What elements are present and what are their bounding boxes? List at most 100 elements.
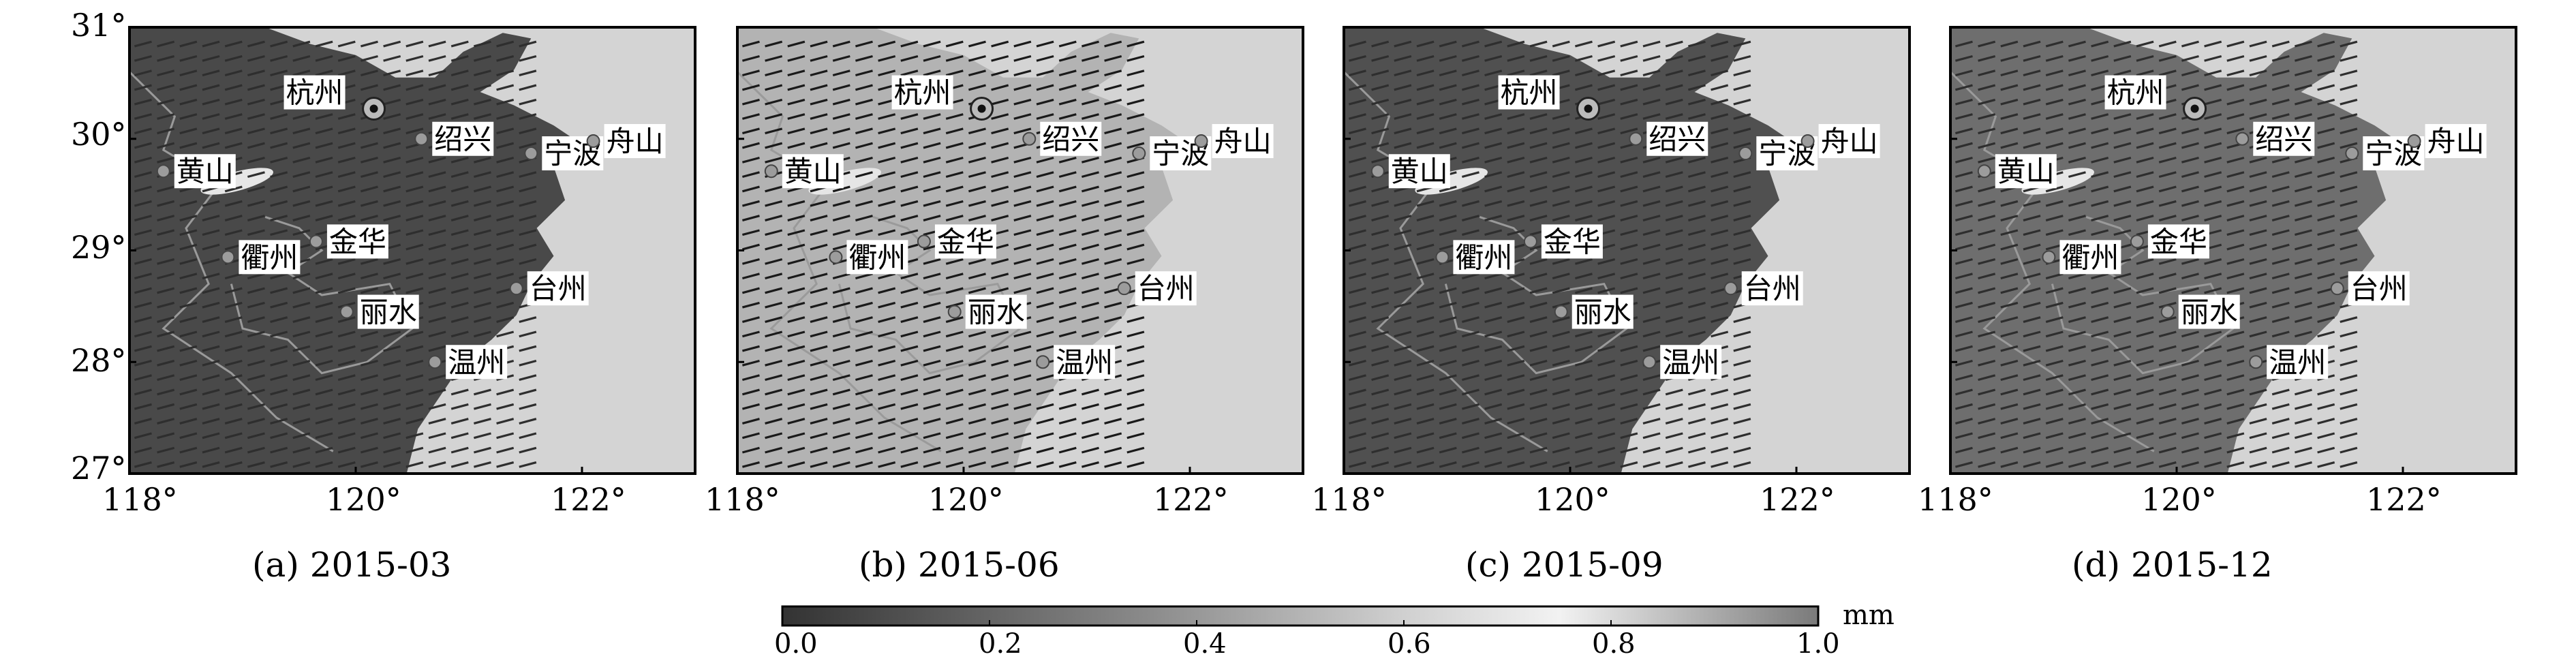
vector-arrow: [1439, 113, 1457, 120]
vector-arrow: [157, 185, 175, 193]
vector-arrow: [2181, 273, 2199, 280]
vector-arrow: [360, 215, 378, 221]
vector-arrow: [1013, 215, 1032, 221]
vector-arrow: [2113, 229, 2132, 236]
vector-arrow: [405, 70, 424, 77]
vector-arrow: [1665, 215, 1683, 221]
vector-arrow: [900, 287, 919, 294]
vector-arrow: [2023, 215, 2041, 221]
vector-arrow: [900, 55, 919, 62]
vector-arrow: [134, 156, 152, 164]
vector-arrow: [855, 418, 873, 425]
vector-arrow: [832, 142, 850, 149]
vector-arrow: [1348, 403, 1366, 410]
vector-arrow: [810, 446, 828, 454]
vector-arrow: [1711, 243, 1729, 251]
vector-arrow: [1978, 185, 1996, 193]
vector-arrow: [2136, 403, 2154, 410]
vector-arrow: [247, 84, 265, 91]
vector-arrow: [496, 142, 515, 149]
vector-arrow: [2113, 388, 2132, 396]
vector-arrow: [1104, 330, 1122, 338]
vector-arrow: [315, 388, 333, 396]
vector-arrow: [1461, 55, 1479, 62]
vector-arrow: [1954, 273, 1973, 280]
vector-arrow: [1687, 98, 1706, 106]
vector-arrow: [832, 461, 850, 468]
city-label-bg: [432, 121, 494, 156]
vector-arrow: [519, 70, 537, 77]
vector-arrow: [337, 185, 356, 193]
city-marker: [428, 355, 442, 369]
city-marker: [2130, 234, 2144, 249]
vector-arrow: [1013, 330, 1032, 338]
vector-arrow: [1013, 185, 1032, 193]
vector-arrow: [1978, 113, 1996, 120]
vector-arrow: [1484, 171, 1503, 179]
vector-arrow: [1394, 98, 1412, 106]
vector-arrow: [855, 388, 873, 396]
vector-arrow: [1104, 243, 1122, 251]
vector-arrow: [741, 432, 760, 440]
vector-arrow: [1371, 345, 1390, 352]
vector-arrow: [765, 156, 783, 164]
vector-arrow: [134, 403, 152, 410]
vector-arrow: [1552, 418, 1570, 425]
vector-arrow: [810, 388, 828, 396]
vector-arrow: [2226, 374, 2245, 382]
vector-arrow: [405, 243, 424, 251]
vector-arrow: [2023, 200, 2041, 207]
vector-arrow: [2249, 316, 2267, 323]
vector-arrow: [1687, 403, 1706, 410]
vector-arrow: [360, 70, 378, 77]
vector-arrow: [1665, 171, 1683, 179]
colorbar-tick-1: 0.2: [979, 628, 1022, 660]
vector-arrow: [2045, 185, 2064, 193]
vector-arrow: [968, 40, 986, 48]
colorbar-tick-3: 0.6: [1387, 628, 1431, 660]
vector-arrow: [360, 200, 378, 207]
vector-arrow: [787, 403, 806, 410]
vector-arrow: [2091, 345, 2109, 352]
vector-arrow: [765, 345, 783, 352]
vector-arrow: [2136, 345, 2154, 352]
vector-arrow: [1461, 200, 1479, 207]
vector-arrow: [134, 215, 152, 221]
vector-arrow: [2204, 432, 2222, 440]
vector-arrow: [519, 403, 537, 410]
vector-arrow: [1620, 171, 1638, 179]
vector-arrow: [1620, 418, 1638, 425]
vector-arrow: [741, 316, 760, 323]
vector-arrow: [202, 432, 220, 440]
vector-arrow: [1348, 461, 1366, 468]
vector-arrow: [1439, 98, 1457, 106]
vector-arrow: [810, 403, 828, 410]
vector-arrow: [945, 359, 964, 367]
vector-arrow: [765, 142, 783, 149]
vector-arrow: [1013, 273, 1032, 280]
city-marker: [1194, 134, 1208, 149]
vector-arrow: [450, 70, 469, 77]
vector-arrow: [2294, 258, 2312, 265]
vector-arrow: [741, 388, 760, 396]
vector-arrow: [1126, 40, 1145, 48]
vector-arrow: [878, 40, 896, 48]
vector-arrow: [1081, 418, 1099, 425]
vector-arrow: [1665, 113, 1683, 120]
vector-arrow: [2113, 316, 2132, 323]
vector-arrow: [741, 229, 760, 236]
vector-arrow: [1642, 418, 1661, 425]
vector-arrow: [855, 84, 873, 91]
vector-arrow: [832, 113, 850, 120]
vector-arrow: [765, 403, 783, 410]
vector-arrow: [1013, 200, 1032, 207]
vector-arrow: [1081, 215, 1099, 221]
vector-arrow: [405, 200, 424, 207]
vector-arrow: [1574, 359, 1593, 367]
vector-arrow: [991, 40, 1009, 48]
vector-arrow: [1416, 403, 1435, 410]
vector-arrow: [832, 388, 850, 396]
vector-arrow: [1394, 40, 1412, 48]
vector-arrow: [2204, 127, 2222, 135]
vector-arrow: [1348, 243, 1366, 251]
